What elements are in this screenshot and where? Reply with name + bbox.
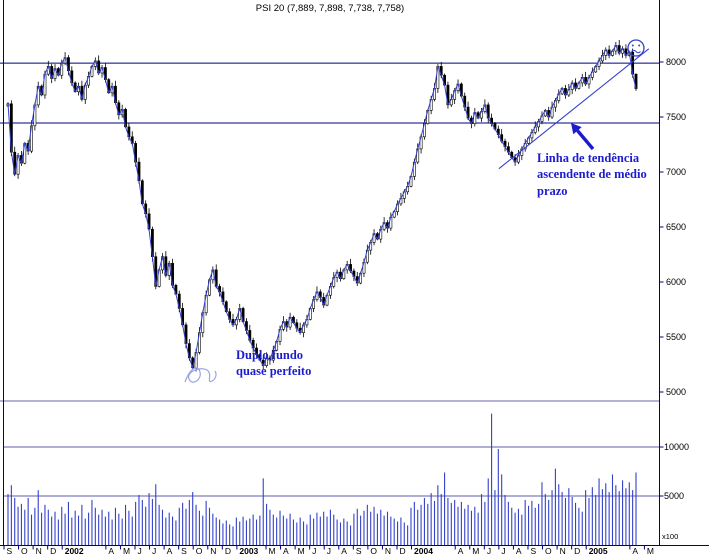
annoyed-face-icon [627, 39, 645, 57]
time-axis-label: N [560, 546, 566, 556]
price-axis-label: 6000 [666, 277, 686, 287]
candlestick-series [6, 40, 638, 372]
time-axis-label: A [108, 546, 114, 556]
time-axis-label: A [341, 546, 347, 556]
time-axis-label: N [385, 546, 391, 556]
ascending-trendline [498, 48, 650, 170]
time-axis-label: J [327, 546, 331, 556]
time-axis-label: D [399, 546, 405, 556]
time-axis-label: O [196, 546, 203, 556]
time-axis-label: S [181, 546, 187, 556]
price-axis-label: 5000 [666, 387, 686, 397]
time-axis-label: 2004 [414, 546, 433, 556]
time-axis-label: M [472, 546, 479, 556]
time-axis-label: J [487, 546, 491, 556]
up-left-arrow-icon [571, 123, 595, 151]
time-axis-label: A [167, 546, 173, 556]
price-axis-label: 5500 [666, 332, 686, 342]
time-axis-label: S [530, 546, 536, 556]
price-axis-label: 8000 [666, 57, 686, 67]
grid-and-level-lines [0, 62, 659, 497]
double-bottom-annotation-text: Duplo fundo quase perfeito [236, 348, 312, 379]
volume-unit-label: x100 [662, 532, 678, 541]
time-axis-label: J [152, 546, 156, 556]
time-axis-label: N [36, 546, 42, 556]
volume-axis-label: 10000 [664, 442, 689, 452]
time-axis-label: S [7, 546, 13, 556]
price-axis-label: 6500 [666, 222, 686, 232]
time-axis-label: D [574, 546, 580, 556]
time-axis-label: M [123, 546, 130, 556]
price-axis-label: 7500 [666, 112, 686, 122]
time-axis-label: J [137, 546, 141, 556]
time-axis-label: J [312, 546, 316, 556]
time-axis-label: 2005 [589, 546, 608, 556]
time-axis-label: D [50, 546, 56, 556]
time-axis-label: O [21, 546, 28, 556]
trendline-annotation-text: Linha de tendência ascendente de médio p… [537, 151, 647, 198]
time-axis-label: O [370, 546, 377, 556]
volume-axis: 10000 5000 x100 [659, 442, 689, 541]
chart-title: PSI 20 (7,889, 7,898, 7,738, 7,758) [255, 3, 405, 14]
time-axis-label: M [647, 546, 654, 556]
time-axis-label: 2003 [239, 546, 258, 556]
time-axis: S O N D 2002 A M J J A S O N D 2003 M A M J J A S O N D 2004 A M J J A… [3, 545, 654, 556]
time-axis-label: A [516, 546, 522, 556]
time-axis-label: M [298, 546, 305, 556]
time-axis-label: A [458, 546, 464, 556]
close-price-line [7, 44, 637, 370]
time-axis-label: A [283, 546, 289, 556]
time-axis-label: J [501, 546, 505, 556]
time-axis-label: D [225, 546, 231, 556]
time-axis-label: M [268, 546, 275, 556]
price-axis: 8000 7500 7000 6500 6000 5500 5000 [659, 57, 686, 397]
time-axis-label: O [545, 546, 552, 556]
volume-axis-label: 5000 [664, 491, 684, 501]
volume-series [7, 413, 637, 545]
time-axis-label: S [356, 546, 362, 556]
scribble-mark [184, 367, 217, 383]
price-axis-label: 7000 [666, 167, 686, 177]
time-axis-label: 2002 [65, 546, 84, 556]
time-axis-label: N [210, 546, 216, 556]
time-axis-label: A [632, 546, 638, 556]
